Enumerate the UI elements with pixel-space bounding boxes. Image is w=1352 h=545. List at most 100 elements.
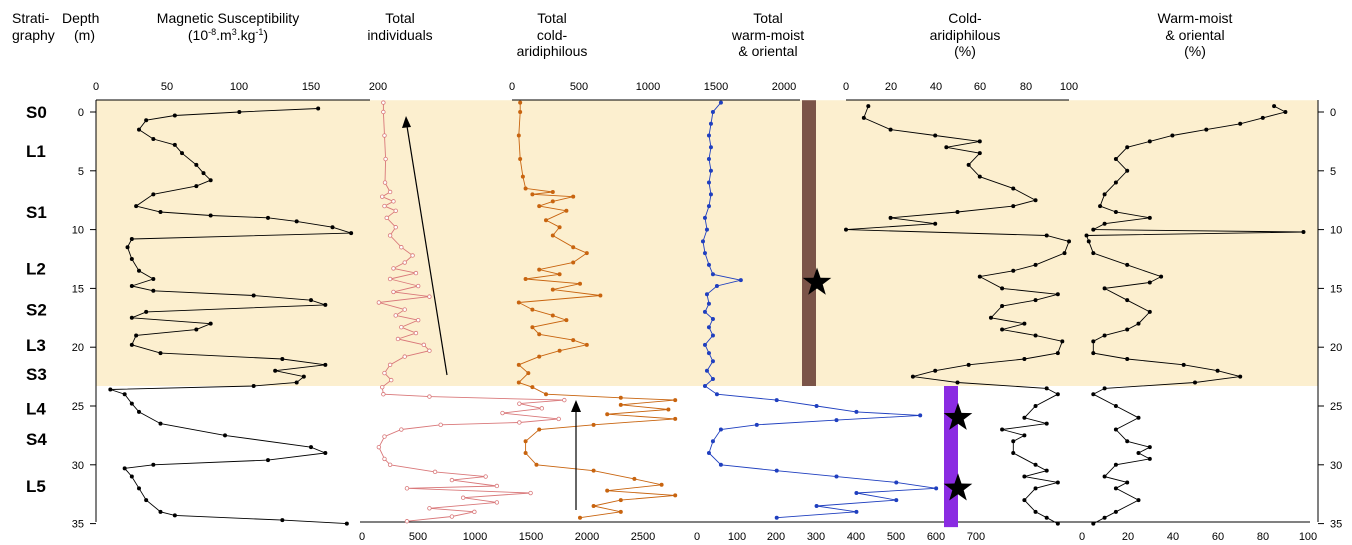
point-warm_pct-34 <box>1215 368 1220 373</box>
shaded-interval <box>96 100 1318 387</box>
point-warm-7 <box>706 180 711 185</box>
point-warm-14 <box>706 262 711 267</box>
point-total-1 <box>381 109 386 115</box>
point-cold_pct-19 <box>1033 262 1038 267</box>
point-cold-23 <box>598 293 603 298</box>
star-1 <box>943 402 973 430</box>
point-total-6 <box>380 194 385 199</box>
point-total-33 <box>382 370 387 376</box>
point-ms-14 <box>158 209 163 214</box>
point-total-27 <box>413 330 419 336</box>
point-total-56 <box>460 495 466 500</box>
point-warm-30 <box>714 392 719 397</box>
point-warm-17 <box>714 284 719 289</box>
point-total-36 <box>381 392 386 397</box>
tick-coldpct-100: 100 <box>1060 81 1078 93</box>
point-warm-4 <box>708 145 713 150</box>
point-total-11 <box>393 225 398 230</box>
point-cold-19 <box>557 272 562 277</box>
point-ms-38 <box>323 362 328 367</box>
arrow-total-trend <box>405 119 448 376</box>
tick-coldpct-60: 60 <box>974 81 986 93</box>
point-cold-51 <box>632 476 637 481</box>
top-axis-coldpct: 0 20 40 60 80 100 <box>843 81 1078 93</box>
point-cold_pct-10 <box>1033 198 1038 203</box>
strat-label-l5: L5 <box>26 477 46 496</box>
point-total-37 <box>427 394 432 399</box>
point-warm_pct-24 <box>1102 286 1107 291</box>
point-cold-7 <box>530 192 535 197</box>
point-warm_pct-6 <box>1147 139 1152 144</box>
tick-warm-500: 500 <box>887 531 905 543</box>
ms-exp: -8 <box>208 27 216 37</box>
point-cold-34 <box>516 362 521 367</box>
point-total-44 <box>438 422 443 428</box>
point-warm_pct-46 <box>1113 462 1118 467</box>
point-cold-39 <box>618 395 623 400</box>
depth-tick-right: 30 <box>1330 460 1342 472</box>
point-cold_pct-6 <box>977 151 982 156</box>
point-ms-6 <box>172 142 177 147</box>
point-ms-45 <box>129 401 134 406</box>
point-warm_pct-8 <box>1113 157 1118 162</box>
point-ms-40 <box>301 374 306 379</box>
point-cold_pct-20 <box>1011 268 1016 273</box>
point-ms-44 <box>122 392 127 397</box>
point-warm_pct-39 <box>1113 404 1118 408</box>
point-warm_pct-7 <box>1125 145 1130 150</box>
point-warm-2 <box>708 121 713 126</box>
ms-header-line1: Magnetic Susceptibility <box>157 10 299 26</box>
depth-ticks-left: 0 5 10 15 20 25 30 35 <box>72 107 96 531</box>
point-warm_pct-13 <box>1113 209 1118 214</box>
point-total-8 <box>382 203 387 209</box>
point-warm_pct-10 <box>1113 180 1118 185</box>
point-warm_pct-15 <box>1102 221 1107 226</box>
point-warm_pct-53 <box>1091 521 1096 526</box>
star-2 <box>943 473 973 501</box>
warmpct-header-line3: (%) <box>1184 43 1206 59</box>
point-total-40 <box>539 406 545 411</box>
point-warm_pct-43 <box>1147 445 1152 450</box>
point-warm-48 <box>854 509 859 514</box>
point-total-31 <box>402 354 407 359</box>
warm-header-line2: warm-moist <box>731 27 804 43</box>
point-cold-55 <box>618 498 623 503</box>
point-ms-37 <box>280 356 285 361</box>
arrow-total-trend-head <box>402 116 411 128</box>
stratigraphy-labels: S0 L1 S1 L2 S2 L3 S3 L4 S4 L5 <box>26 103 47 496</box>
tick-warm-200: 200 <box>767 531 785 543</box>
point-warm-36 <box>754 422 759 427</box>
point-cold_pct-42 <box>1000 427 1005 432</box>
point-ms-21 <box>125 245 130 250</box>
point-warm_pct-20 <box>1091 251 1096 256</box>
tick-ms-0: 0 <box>93 81 99 93</box>
point-ms-34 <box>134 333 139 338</box>
point-warm-39 <box>706 451 711 456</box>
point-cold-31 <box>584 342 589 347</box>
point-cold_pct-53 <box>1044 515 1049 520</box>
point-total-51 <box>483 474 488 479</box>
point-warm-22 <box>706 325 711 330</box>
tick-total-500: 500 <box>409 531 427 543</box>
point-cold_pct-0 <box>866 104 871 109</box>
point-cold-3 <box>518 157 523 162</box>
point-ms-58 <box>172 513 177 518</box>
point-cold_pct-25 <box>1000 304 1005 309</box>
point-warm_pct-44 <box>1136 451 1141 456</box>
point-cold-18 <box>537 267 542 272</box>
point-ms-15 <box>208 213 213 218</box>
point-warm-10 <box>702 215 707 220</box>
point-cold_pct-45 <box>1011 451 1016 456</box>
point-cold_pct-11 <box>1011 204 1016 209</box>
point-warm_pct-40 <box>1136 415 1141 420</box>
point-warm_pct-51 <box>1113 509 1118 514</box>
point-cold-58 <box>578 515 582 520</box>
point-warm_pct-17 <box>1301 229 1306 234</box>
depth-tick-left: 15 <box>72 283 84 295</box>
point-warm_pct-1 <box>1283 110 1288 114</box>
trend-arrows <box>402 116 581 510</box>
point-total-18 <box>387 276 393 282</box>
point-ms-52 <box>151 462 156 467</box>
point-ms-53 <box>122 466 127 471</box>
tick-total-1500: 1500 <box>519 531 543 543</box>
